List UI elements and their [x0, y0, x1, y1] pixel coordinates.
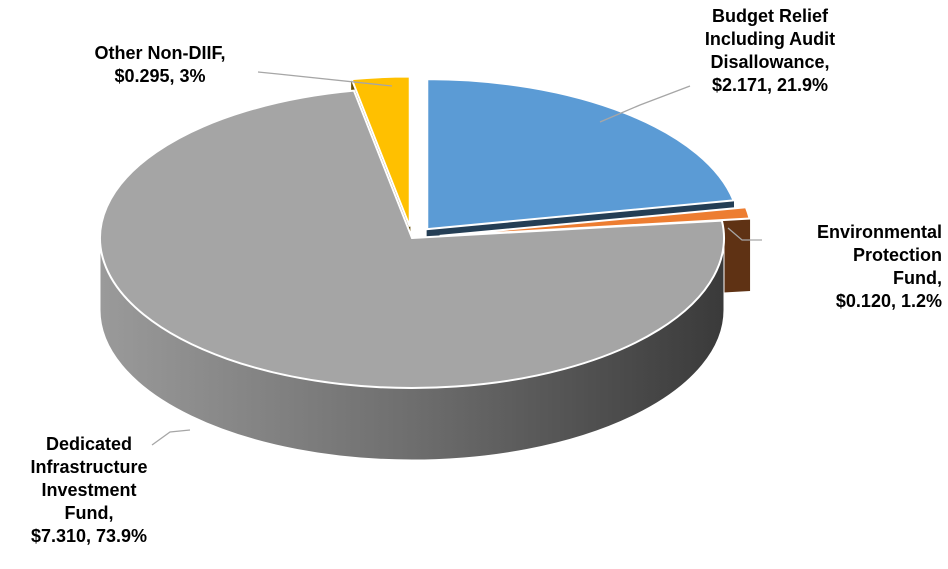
slice — [426, 78, 735, 231]
leader-line — [257, 71, 393, 87]
slice — [350, 75, 411, 227]
slice — [439, 206, 751, 237]
leader-line — [599, 85, 691, 123]
category-label: Environmental Protection Fund, — [816, 222, 942, 288]
category-label: Other Non-DIIF, — [94, 43, 226, 63]
slice-label: Environmental Protection Fund, $0.120, 1… — [802, 221, 942, 313]
slice — [99, 89, 725, 389]
leader-line — [727, 227, 762, 241]
value-label: $0.295, 3% — [114, 66, 206, 86]
value-label: $2.171, 21.9% — [711, 75, 829, 95]
leader-line — [151, 429, 191, 446]
category-label: Dedicated Infrastructure Investment Fund… — [30, 434, 148, 523]
slice-label: Dedicated Infrastructure Investment Fund… — [18, 433, 160, 548]
value-label: $7.310, 73.9% — [30, 526, 148, 546]
category-label: Budget Relief Including Audit Disallowan… — [704, 6, 836, 72]
slice-label: Other Non-DIIF, $0.295, 3% — [60, 42, 260, 88]
value-label: $0.120, 1.2% — [835, 291, 942, 311]
slice-label: Budget Relief Including Audit Disallowan… — [690, 5, 850, 97]
